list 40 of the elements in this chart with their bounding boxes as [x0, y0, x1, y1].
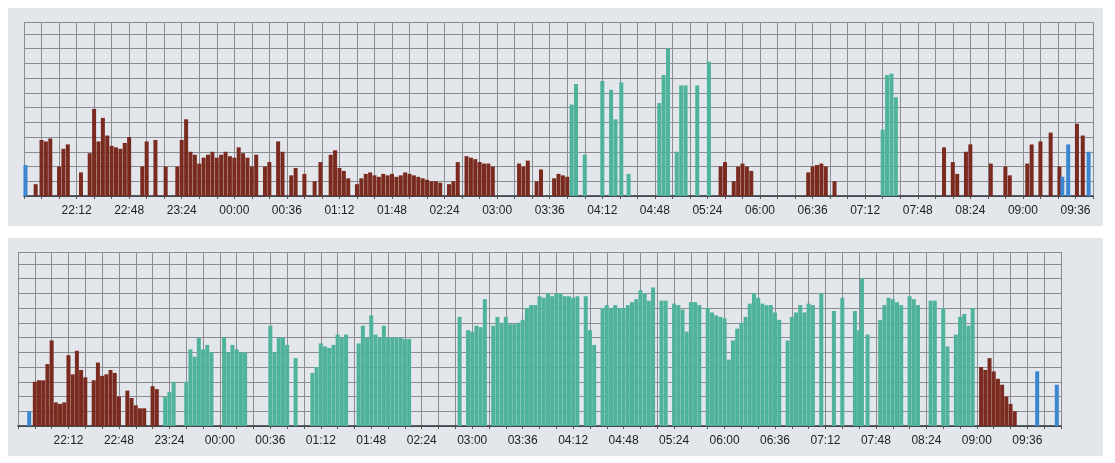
x-tick-label: 01:12 — [305, 433, 337, 447]
x-tick-label: 09:36 — [1060, 203, 1091, 217]
x-tick-label: 00:36 — [255, 433, 286, 447]
x-tick-label: 06:36 — [760, 433, 791, 447]
x-tick-label: 04:48 — [608, 433, 639, 447]
x-tick-label: 06:00 — [745, 203, 776, 217]
x-tick-label: 09:36 — [1012, 433, 1043, 447]
x-tick-label: 23:24 — [166, 203, 198, 217]
x-tick-label: 04:48 — [639, 203, 671, 217]
x-tick-label: 05:24 — [692, 203, 723, 217]
x-tick-label: 01:12 — [324, 203, 355, 217]
x-tick-label: 06:00 — [709, 433, 740, 447]
x-tick-label: 03:36 — [507, 433, 539, 447]
x-tick-label: 22:12 — [61, 203, 92, 217]
x-tick-label: 07:48 — [902, 203, 934, 217]
x-tick-label: 00:00 — [204, 433, 236, 447]
x-tick-label: 06:36 — [797, 203, 828, 217]
x-tick-label: 00:36 — [271, 203, 303, 217]
x-tick-label: 22:48 — [114, 203, 145, 217]
x-tick-label: 07:12 — [850, 203, 881, 217]
x-tick-label: 01:48 — [377, 203, 408, 217]
x-tick-label: 05:24 — [659, 433, 690, 447]
x-tick-label: 08:24 — [911, 433, 942, 447]
x-tick-label: 09:00 — [961, 433, 993, 447]
x-tick-label: 04:12 — [558, 433, 589, 447]
x-tick-label: 23:24 — [154, 433, 185, 447]
x-tick-label: 22:12 — [53, 433, 84, 447]
x-tick-label: 03:36 — [534, 203, 566, 217]
x-tick-label: 07:48 — [860, 433, 892, 447]
x-tick-label: 03:00 — [457, 433, 488, 447]
x-tick-label: 02:24 — [429, 203, 460, 217]
x-tick-label: 01:48 — [356, 433, 387, 447]
x-tick-label: 02:24 — [406, 433, 438, 447]
x-tick-label: 09:00 — [1007, 203, 1039, 217]
x-tick-label: 07:12 — [810, 433, 841, 447]
x-tick-label: 00:00 — [219, 203, 250, 217]
x-tick-label: 08:24 — [955, 203, 986, 217]
x-tick-label: 04:12 — [587, 203, 618, 217]
x-tick-label: 22:48 — [103, 433, 135, 447]
x-tick-label: 03:00 — [482, 203, 513, 217]
